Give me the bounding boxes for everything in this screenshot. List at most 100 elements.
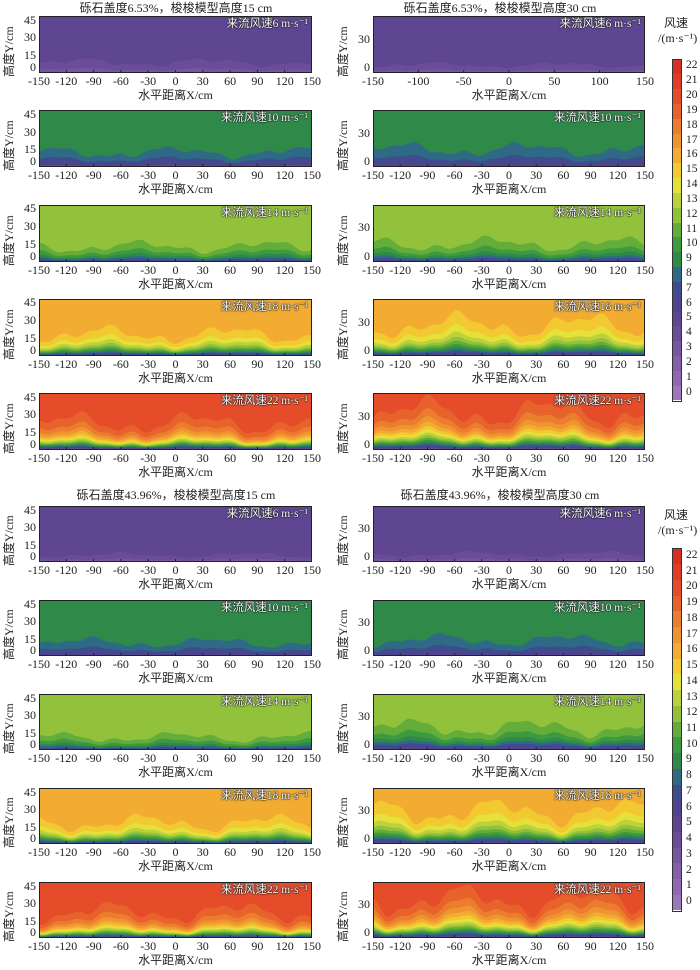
colorbar-tick-label: 5 <box>686 816 692 829</box>
x-tick-label: -90 <box>419 563 436 577</box>
x-tick-label: 30 <box>530 356 543 371</box>
x-tick-label: -150 <box>28 451 50 465</box>
y-tick-label: 30 <box>24 896 36 910</box>
y-tick-label: 0 <box>364 831 370 845</box>
x-tick-label: -120 <box>389 168 412 183</box>
x-tick-label: 120 <box>275 262 294 277</box>
x-tick-label: 0 <box>506 657 512 671</box>
inflow-speed-label: 来流风速18 m·s⁻¹ <box>220 790 308 802</box>
colorbar-segment <box>673 59 681 75</box>
contour-band-9 <box>39 600 312 648</box>
x-tick-label: 120 <box>608 751 627 765</box>
colorbar-tick-label: 17 <box>686 133 698 146</box>
x-tick-label: 120 <box>608 168 627 183</box>
y-axis-label: 高度Y/cm <box>2 26 16 77</box>
x-tick-label: -30 <box>140 751 157 765</box>
x-tick-label: 30 <box>530 939 543 953</box>
y-tick-label: 30 <box>358 709 370 724</box>
x-tick-label: -60 <box>446 451 463 465</box>
x-tick-label: 150 <box>303 356 321 371</box>
x-tick-label: -60 <box>446 845 463 859</box>
x-tick-label: -120 <box>55 451 78 465</box>
x-tick-label: -30 <box>140 845 157 859</box>
y-axis-label: 高度Y/cm <box>336 609 350 660</box>
y-tick-label: 45 <box>24 389 36 404</box>
x-tick-label: 120 <box>608 356 627 371</box>
x-tick-label: 0 <box>172 563 179 577</box>
x-tick-label: 0 <box>506 939 512 953</box>
x-tick-label: 120 <box>608 262 627 277</box>
x-tick-label: 30 <box>530 657 543 671</box>
x-tick-label: -30 <box>473 451 490 465</box>
colorbar-segment <box>673 325 681 342</box>
y-axis-label: 高度Y/cm <box>2 515 16 566</box>
x-axis-label: 水平距离X/cm <box>138 577 213 591</box>
x-tick-label: -90 <box>85 939 102 953</box>
colorbar-segment <box>673 281 681 297</box>
x-tick-label: 150 <box>636 356 654 371</box>
contour-band-20 <box>373 882 645 919</box>
x-tick-label: 0 <box>506 845 512 859</box>
colorbar-tick-label: 9 <box>686 252 692 265</box>
colorbar-segment <box>673 177 681 193</box>
group-title: 砾石盖度6.53%，梭梭模型高度15 cm <box>79 1 273 15</box>
x-tick-label: -120 <box>55 168 78 183</box>
y-axis-label: 高度Y/cm <box>336 797 350 848</box>
x-tick-label: -30 <box>140 356 157 371</box>
colorbar-tick-label: 5 <box>686 311 692 324</box>
x-tick-label: -60 <box>446 168 463 183</box>
colorbar-tick-label: 17 <box>686 627 698 640</box>
x-tick-label: 30 <box>196 657 209 671</box>
contour-band-9 <box>373 600 645 648</box>
inflow-speed-label: 来流风速14 m·s⁻¹ <box>553 696 641 708</box>
x-axis-label: 水平距离X/cm <box>471 577 547 591</box>
group-title: 砾石盖度43.96%，梭梭模型高度30 cm <box>400 488 600 502</box>
x-axis-label: 水平距离X/cm <box>138 953 213 967</box>
x-tick-label: 150 <box>636 451 654 465</box>
x-tick-label: 0 <box>506 168 512 183</box>
x-tick-label: -150 <box>362 262 384 277</box>
inflow-speed-label: 来流风速10 m·s⁻¹ <box>553 602 641 614</box>
x-tick-label: 150 <box>303 451 321 465</box>
y-tick-label: 0 <box>30 60 36 74</box>
x-tick-label: 30 <box>196 74 209 88</box>
inflow-speed-label: 来流风速14 m·s⁻¹ <box>220 696 308 708</box>
y-tick-label: 0 <box>30 342 36 357</box>
y-tick-label: 30 <box>24 802 36 816</box>
inflow-speed-label: 来流风速10 m·s⁻¹ <box>220 112 308 125</box>
y-tick-label: 0 <box>30 154 36 169</box>
x-tick-label: 150 <box>303 751 321 765</box>
contour-band-20 <box>39 393 312 434</box>
x-tick-label: 120 <box>608 451 627 465</box>
x-tick-label: -120 <box>389 939 412 953</box>
contour-panel <box>39 298 312 356</box>
x-tick-label: 60 <box>224 451 237 465</box>
contour-band-16 <box>373 788 645 828</box>
x-tick-label: 60 <box>557 262 570 277</box>
y-tick-label: 15 <box>24 425 36 440</box>
colorbar-tick-label: 7 <box>686 281 692 294</box>
contour-panel <box>373 600 645 656</box>
x-tick-label: 90 <box>251 845 264 859</box>
contour-band-16 <box>39 298 312 344</box>
colorbar-segment <box>673 736 681 754</box>
y-tick-label: 30 <box>358 126 370 141</box>
colorbar-segment <box>673 894 681 911</box>
y-tick-label: 30 <box>24 124 36 139</box>
x-axis-label: 水平距离X/cm <box>138 765 213 779</box>
contour-panel <box>373 694 645 750</box>
y-tick-label: 0 <box>364 643 370 657</box>
x-tick-label: -30 <box>473 356 490 371</box>
x-axis-label: 水平距离X/cm <box>471 765 547 779</box>
x-tick-label: -30 <box>473 751 490 765</box>
contour-panel <box>39 110 312 168</box>
x-axis-label: 水平距离X/cm <box>138 465 213 479</box>
y-tick-label: 30 <box>358 897 370 912</box>
x-tick-label: -60 <box>446 563 463 577</box>
x-tick-label: -90 <box>419 657 436 671</box>
colorbar-tick-label: 7 <box>686 784 692 797</box>
y-tick-label: 0 <box>364 342 370 357</box>
contour-panel <box>373 506 645 562</box>
colorbar-tick-label: 19 <box>686 596 698 609</box>
